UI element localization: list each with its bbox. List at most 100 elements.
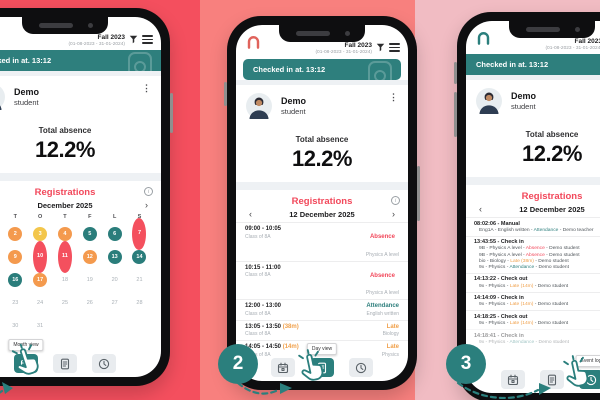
event-actor: - Demo student xyxy=(533,302,569,308)
calendar-day[interactable]: 6 xyxy=(107,226,122,241)
lesson-status: Absence xyxy=(369,234,395,240)
kebab-menu-icon[interactable]: ⋮ xyxy=(142,83,151,93)
clock-icon xyxy=(98,358,110,369)
weekday-label: L xyxy=(112,214,117,220)
event-actor: - Demo student xyxy=(544,252,580,258)
calendar-day[interactable]: 11 xyxy=(57,240,72,273)
calendar-day[interactable]: 7 xyxy=(132,217,147,250)
calendar-day[interactable]: 13 xyxy=(107,249,122,264)
lesson-subject: English written xyxy=(366,310,399,317)
term-label: Fall 2023 xyxy=(97,34,125,41)
calendar-cell: 21 xyxy=(127,268,152,291)
calendar-day[interactable]: 23 xyxy=(12,299,19,306)
calendar-day[interactable]: 3 xyxy=(33,226,48,241)
schedule-row[interactable]: 13:05 - 13:50 (38m) Class of 8A Late Bio… xyxy=(236,319,408,341)
calendar-day[interactable]: 4 xyxy=(57,226,72,241)
camera-dot-icon xyxy=(345,31,350,36)
total-absence-block: Total absence 12.2% xyxy=(0,118,161,173)
next-month-chevron[interactable]: › xyxy=(144,200,148,210)
hand-cursor-icon xyxy=(6,338,50,389)
event-log-button[interactable] xyxy=(92,354,116,373)
event-status: Attendance xyxy=(533,227,559,233)
calendar-day[interactable]: 17 xyxy=(33,272,48,287)
kebab-menu-icon[interactable]: ⋮ xyxy=(389,92,398,102)
calendar-grid: 1234567891011121314151617181920212223242… xyxy=(0,217,161,337)
calendar-day[interactable]: 16 xyxy=(8,272,23,287)
event-detail: 9x - Physics - xyxy=(479,264,510,270)
lesson-status: Attendance xyxy=(366,303,399,309)
filter-icon[interactable] xyxy=(129,35,138,44)
calendar-day[interactable]: 21 xyxy=(136,276,143,283)
calendar-day[interactable]: 12 xyxy=(82,249,97,264)
calendar-day[interactable]: 28 xyxy=(136,299,143,306)
schedule-list: 09:00 - 10:05 Class of 8A Absence Physic… xyxy=(236,222,408,361)
calendar-day[interactable]: 27 xyxy=(111,299,118,306)
phone-screen: Fall 2023 (01-08-2023 - 31-01-2024) Chec… xyxy=(466,21,600,393)
date-range-label: (01-08-2023 - 31-01-2024) xyxy=(68,42,125,47)
calendar-day[interactable]: 10 xyxy=(33,240,48,273)
calendar-day[interactable]: 19 xyxy=(86,276,93,283)
calendar-cell: 26 xyxy=(77,291,102,314)
event-log-line: 9B - Physics A level - Absence - Demo st… xyxy=(474,246,600,251)
calendar-day[interactable]: 9 xyxy=(8,249,23,264)
event-detail: 9x - Physics - xyxy=(479,339,510,345)
filter-icon[interactable] xyxy=(376,43,385,52)
next-day-chevron[interactable]: › xyxy=(392,209,395,219)
camera-dot-icon xyxy=(88,23,93,28)
event-log-lines: 9x - Physics - Late (14m) - Demo student xyxy=(474,284,600,289)
event-log-line: 9x - Physics - Attendance - Demo student xyxy=(474,340,600,345)
calendar-cell: 7 xyxy=(127,217,152,250)
event-log-line: 9x - Physics - Attendance - Demo student xyxy=(474,265,600,270)
calendar-day[interactable]: 31 xyxy=(37,322,44,329)
lesson-class: Class of 8A xyxy=(245,310,271,317)
registrations-title: Registrations xyxy=(34,187,96,198)
registrations-title: Registrations xyxy=(521,191,583,202)
absence-value: 12.2% xyxy=(35,137,95,162)
event-log-head: 14:18:25 - Check out xyxy=(474,313,528,320)
phone-side-button xyxy=(224,82,227,106)
phone-side-button xyxy=(454,92,457,137)
prev-day-chevron[interactable]: ‹ xyxy=(249,209,252,219)
prev-day-chevron[interactable]: ‹ xyxy=(479,204,482,214)
calendar-day[interactable]: 26 xyxy=(86,299,93,306)
event-log-group: 14:18:41 - Check in 9x - Physics - Atten… xyxy=(466,329,600,348)
total-absence-block: Total absence 12.2% xyxy=(236,127,408,182)
calendar-day[interactable]: 18 xyxy=(61,276,69,283)
event-status: Late (14m) xyxy=(509,302,534,308)
schedule-row[interactable]: 12:00 - 13:00 Class of 8A Attendance Eng… xyxy=(236,299,408,320)
divider xyxy=(466,177,600,185)
schedule-row[interactable]: 10:15 - 11:00 Class of 8A Absence Physic… xyxy=(236,260,408,300)
month-view-button[interactable] xyxy=(271,358,295,377)
event-log-button[interactable] xyxy=(349,358,373,377)
event-log-line: 9B - Physics A level - Absence - Demo st… xyxy=(474,253,600,258)
calendar-day[interactable]: 24 xyxy=(37,299,44,306)
menu-icon[interactable] xyxy=(142,35,153,44)
lesson-class: Class of 8A xyxy=(245,331,271,337)
event-log-head: 13:43:55 - Check in xyxy=(474,239,524,246)
month-view-button[interactable] xyxy=(501,370,525,389)
date-range-label: (01-08-2023 - 31-01-2024) xyxy=(545,46,600,51)
divider xyxy=(466,75,600,80)
event-log-line: Eng1A - English written - Attendance - D… xyxy=(474,228,600,233)
student-avatar xyxy=(0,86,5,110)
calendar-cell: 23 xyxy=(3,291,28,314)
day-view-button[interactable] xyxy=(53,354,77,373)
date-range-label: (01-08-2023 - 31-01-2024) xyxy=(315,50,372,55)
menu-icon[interactable] xyxy=(389,43,400,52)
day-nav: ‹ 12 December 2025 › xyxy=(236,207,408,220)
calendar-day[interactable]: 5 xyxy=(82,226,97,241)
calendar-day[interactable]: 20 xyxy=(111,276,118,283)
calendar-day[interactable]: 2 xyxy=(8,226,23,241)
calendar-day[interactable]: 14 xyxy=(132,249,147,264)
calendar-day[interactable]: 30 xyxy=(12,322,19,329)
calendar-day[interactable]: 25 xyxy=(61,299,69,306)
info-icon[interactable]: i xyxy=(144,187,153,196)
lesson-class: Class of 8A xyxy=(245,233,271,240)
schedule-row-right: Absence Physics A level xyxy=(366,265,399,297)
app-logo-icon xyxy=(477,32,490,45)
schedule-row[interactable]: 14:05 - 14:50 (14m) Class of 8A Late Phy… xyxy=(236,340,408,361)
schedule-row[interactable]: 09:00 - 10:05 Class of 8A Absence Physic… xyxy=(236,222,408,261)
info-icon[interactable]: i xyxy=(391,196,400,205)
day-view-button[interactable] xyxy=(540,370,564,389)
